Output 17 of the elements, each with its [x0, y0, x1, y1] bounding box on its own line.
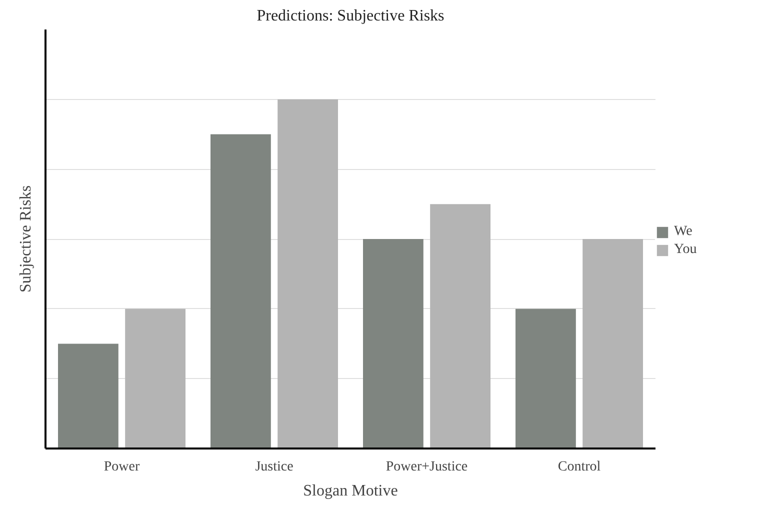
- legend-label: You: [674, 242, 697, 258]
- x-tick-label: Power+Justice: [386, 460, 468, 474]
- legend-label: We: [674, 224, 694, 240]
- x-tick-label: Control: [558, 460, 601, 474]
- bar: [430, 204, 490, 448]
- bar: [363, 239, 424, 448]
- bar: [582, 239, 643, 448]
- bar: [58, 344, 118, 448]
- bar: [210, 134, 271, 448]
- chart-title: Predictions: Subjective Risks: [256, 8, 444, 24]
- x-tick-label: Power: [104, 460, 140, 474]
- y-axis-title: Subjective Risks: [18, 185, 34, 293]
- bar: [516, 308, 576, 448]
- x-tick-label: Justice: [255, 460, 294, 474]
- bar: [125, 308, 186, 448]
- bar: [278, 99, 338, 448]
- x-axis-title: Slogan Motive: [303, 482, 398, 500]
